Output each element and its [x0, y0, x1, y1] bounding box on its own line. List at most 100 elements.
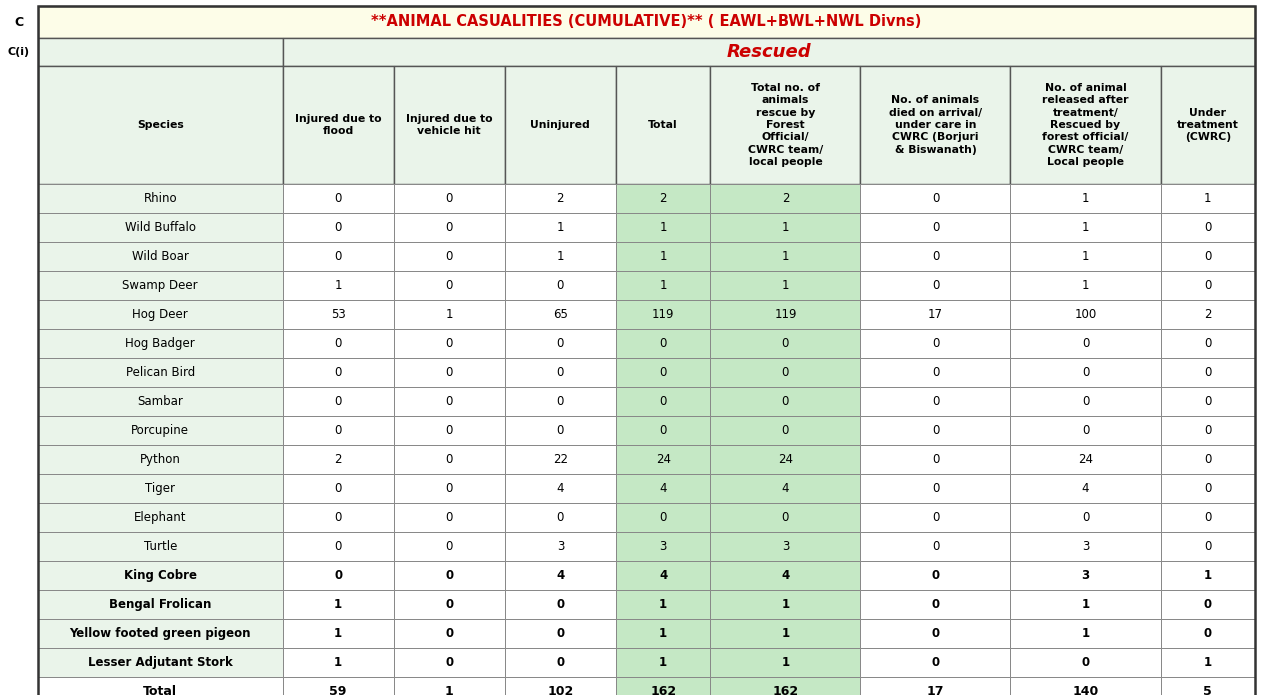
Text: 1: 1 [334, 656, 342, 669]
Bar [1010, 387, 1160, 416]
Bar [38, 503, 282, 532]
Bar [710, 445, 860, 474]
Text: 1: 1 [660, 221, 667, 234]
Text: 0: 0 [556, 656, 565, 669]
Text: Python: Python [140, 453, 180, 466]
Text: 0: 0 [932, 540, 939, 553]
Text: 102: 102 [547, 685, 574, 695]
Bar [282, 213, 393, 242]
Bar [504, 590, 615, 619]
Bar [710, 358, 860, 387]
Text: 0: 0 [556, 511, 564, 524]
Text: Hog Badger: Hog Badger [125, 337, 195, 350]
Text: 0: 0 [932, 192, 939, 205]
Bar [615, 66, 710, 184]
Text: 0: 0 [660, 337, 667, 350]
Bar [710, 474, 860, 503]
Bar [615, 416, 710, 445]
Bar [1160, 416, 1255, 445]
Bar [504, 445, 615, 474]
Text: 100: 100 [1074, 308, 1097, 321]
Bar [38, 300, 282, 329]
Bar [38, 358, 282, 387]
Bar [504, 271, 615, 300]
Bar [710, 532, 860, 561]
Text: 0: 0 [1204, 424, 1212, 437]
Bar [1010, 503, 1160, 532]
Bar [860, 242, 1010, 271]
Bar [710, 619, 860, 648]
Bar [504, 648, 615, 677]
Text: 0: 0 [932, 511, 939, 524]
Bar [38, 648, 282, 677]
Text: 0: 0 [1204, 540, 1212, 553]
Bar [860, 329, 1010, 358]
Text: Sambar: Sambar [137, 395, 183, 408]
Text: 0: 0 [932, 279, 939, 292]
Text: 24: 24 [656, 453, 671, 466]
Bar [1160, 66, 1255, 184]
Bar [615, 474, 710, 503]
Bar [1160, 677, 1255, 695]
Text: No. of animal
released after
treatment/
Rescued by
forest official/
CWRC team/
L: No. of animal released after treatment/ … [1043, 83, 1129, 167]
Text: 1: 1 [1204, 656, 1212, 669]
Bar [1010, 445, 1160, 474]
Bar [393, 677, 504, 695]
Bar [1160, 329, 1255, 358]
Text: 0: 0 [932, 395, 939, 408]
Bar [1010, 271, 1160, 300]
Text: 0: 0 [660, 424, 667, 437]
Text: 1: 1 [445, 308, 453, 321]
Bar [1010, 329, 1160, 358]
Text: 0: 0 [1204, 627, 1212, 640]
Bar [282, 242, 393, 271]
Bar [282, 300, 393, 329]
Bar [860, 590, 1010, 619]
Bar [860, 561, 1010, 590]
Text: 0: 0 [334, 250, 342, 263]
Bar [38, 387, 282, 416]
Text: 0: 0 [556, 279, 564, 292]
Text: 1: 1 [1204, 569, 1212, 582]
Text: 0: 0 [660, 395, 667, 408]
Bar [1160, 445, 1255, 474]
Bar [615, 300, 710, 329]
Text: 0: 0 [445, 221, 453, 234]
Bar [615, 271, 710, 300]
Bar [710, 590, 860, 619]
Bar [282, 503, 393, 532]
Text: 0: 0 [1204, 250, 1212, 263]
Text: 1: 1 [556, 250, 564, 263]
Bar [282, 677, 393, 695]
Bar [393, 648, 504, 677]
Text: King Cobre: King Cobre [124, 569, 197, 582]
Text: 0: 0 [334, 366, 342, 379]
Bar [1160, 619, 1255, 648]
Text: 0: 0 [334, 221, 342, 234]
Bar [1160, 590, 1255, 619]
Bar [1010, 561, 1160, 590]
Text: 4: 4 [660, 569, 667, 582]
Bar [282, 271, 393, 300]
Text: 1: 1 [334, 627, 342, 640]
Text: 59: 59 [329, 685, 347, 695]
Text: 1: 1 [1082, 279, 1090, 292]
Text: 1: 1 [1082, 598, 1090, 611]
Bar [504, 358, 615, 387]
Bar [860, 271, 1010, 300]
Text: 2: 2 [782, 192, 789, 205]
Text: Pelican Bird: Pelican Bird [126, 366, 195, 379]
Text: 0: 0 [1204, 511, 1212, 524]
Bar [615, 445, 710, 474]
Bar [615, 561, 710, 590]
Text: 1: 1 [445, 685, 454, 695]
Text: 119: 119 [774, 308, 797, 321]
Text: Hog Deer: Hog Deer [132, 308, 188, 321]
Bar [860, 677, 1010, 695]
Text: 0: 0 [932, 656, 939, 669]
Text: 0: 0 [1204, 598, 1212, 611]
Bar [860, 300, 1010, 329]
Text: 1: 1 [1082, 250, 1090, 263]
Bar [282, 590, 393, 619]
Bar [38, 445, 282, 474]
